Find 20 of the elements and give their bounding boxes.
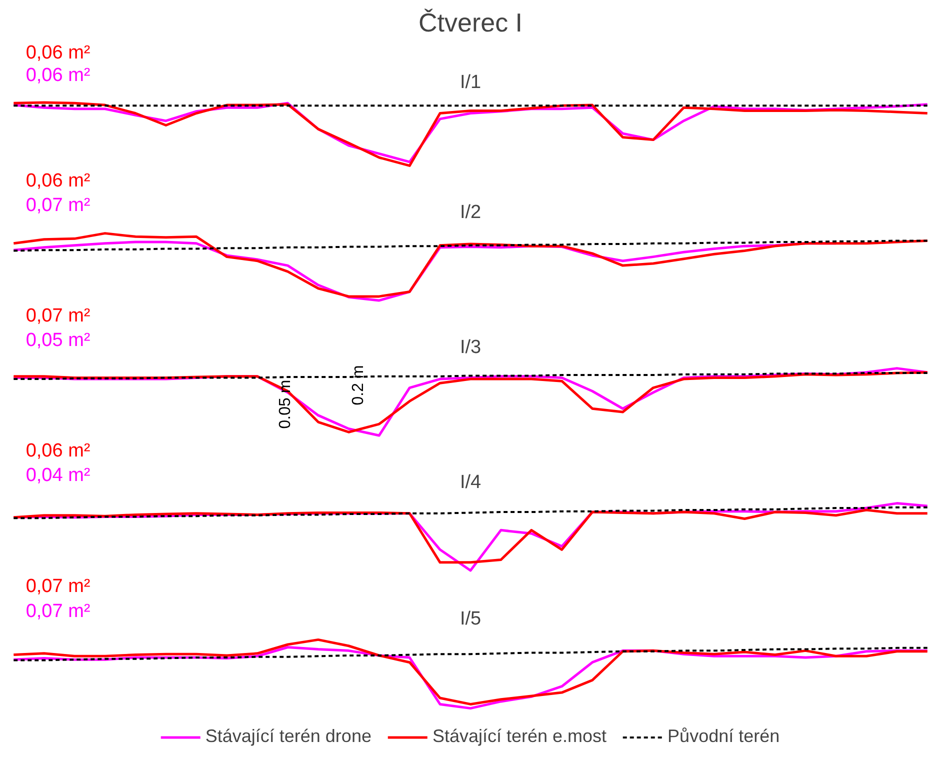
text: 0,07 m² bbox=[26, 194, 90, 216]
chart-title: I/3 bbox=[460, 337, 482, 358]
chart-title: I/2 bbox=[460, 202, 482, 224]
text: 0,06 m² bbox=[26, 170, 90, 192]
chart-title: I/4 bbox=[460, 472, 482, 494]
legend-label: Původní terén bbox=[668, 726, 780, 747]
chart-title: Čtverec I bbox=[418, 8, 523, 38]
text: 0,04 m² bbox=[26, 464, 90, 486]
text: 0,07 m² bbox=[26, 576, 90, 598]
chart-subtitle: I/1 bbox=[460, 72, 482, 94]
text: 0,07 m² bbox=[26, 306, 90, 327]
text: 0,06 m² bbox=[26, 65, 90, 86]
legend-label: Stávající terén drone bbox=[205, 726, 372, 747]
text: 0,06 m² bbox=[26, 42, 90, 64]
text: 0,07 m² bbox=[26, 600, 90, 622]
text: 0,05 m² bbox=[26, 330, 90, 351]
annotation: 0.05 m bbox=[276, 380, 294, 429]
text: 0,06 m² bbox=[26, 440, 90, 462]
chart-title: I/5 bbox=[460, 608, 482, 630]
legend-label: Stávající terén e.most bbox=[432, 726, 607, 747]
